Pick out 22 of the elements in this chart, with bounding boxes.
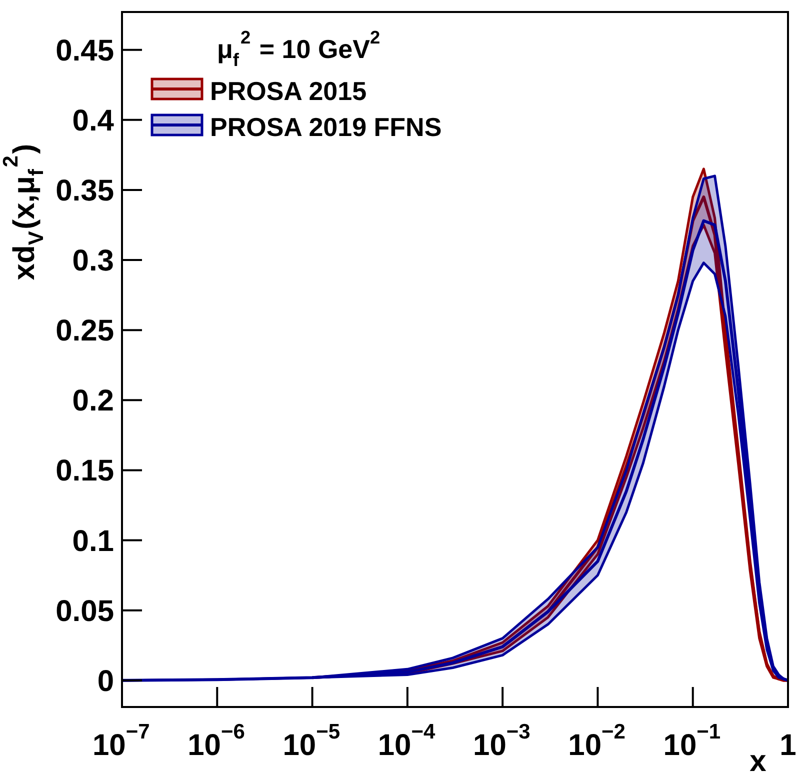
x-tick-label: 1 [780,729,796,762]
legend-label: PROSA 2015 [210,76,367,106]
y-tick-label: 0.45 [56,34,114,68]
y-tick-label: 0.25 [56,314,114,348]
x-tick-label: 10$^{−6}$ [188,720,245,762]
y-tick-label: 0.2 [72,384,114,418]
x-tick-label: 10$^{−7}$ [92,720,150,762]
y-tick-label: 0.15 [56,454,114,488]
x-tick-label: 10$^{−4}$ [378,720,436,762]
y-tick-label: 0.1 [72,524,114,558]
y-tick-label: 0 [97,664,114,698]
y-tick-label: 0.35 [56,174,114,208]
y-tick-label: 0.05 [56,594,114,628]
legend-label: PROSA 2019 FFNS [210,112,442,142]
y-tick-label: 0.4 [72,104,114,138]
y-tick-label: 0.3 [72,244,114,278]
x-axis-title: x [750,745,767,774]
x-tick-label: 10$^{−5}$ [282,720,340,762]
x-tick-label: 10$^{−2}$ [568,720,626,762]
x-tick-label: 10$^{−1}$ [663,720,721,762]
legend-title: μ$_{f}$$^{2}$ = 10 GeV$^{2}$ [217,28,380,70]
x-tick-label: 10$^{−3}$ [473,720,530,762]
